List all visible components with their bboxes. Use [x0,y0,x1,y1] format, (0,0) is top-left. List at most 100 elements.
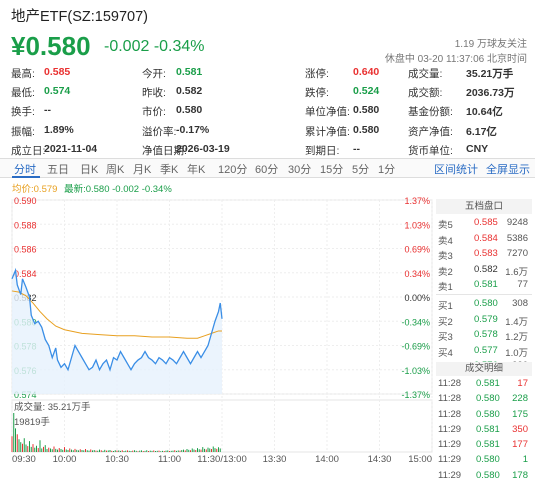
tab-period[interactable]: 1分 [378,164,396,176]
order-book-row: 卖5 0.585 9248 [436,215,532,231]
tick-time: 11:28 [438,393,462,405]
tick-price: 0.580 [476,393,500,405]
level-price: 0.578 [474,329,498,341]
tab-period[interactable]: 分时 [14,164,36,176]
tick-row: 11:28 0.580 175 [436,407,532,422]
stat-value: 0.580 [353,123,380,136]
tab-period[interactable]: 年K [187,164,206,176]
tick-row: 11:29 0.581 350 [436,422,532,437]
tick-price: 0.581 [476,439,500,451]
x-tick-label: 14:30 [368,454,392,465]
level-volume: 7270 [506,248,528,260]
stat-label: 涨停: [305,68,329,80]
tab-period[interactable]: 60分 [255,164,279,176]
stat-label: 单位净值: [305,106,350,119]
level-volume: 1.4万 [505,316,528,328]
trade-ticks: 11:28 0.581 17 11:28 0.580 228 11:28 0.580 175 11… [436,376,532,483]
stat-label: 累计净值: [305,125,350,138]
level-volume: 77 [517,279,528,291]
level-price: 0.585 [474,217,498,228]
tab-period[interactable]: 季K [160,164,179,176]
stat-value: -- [44,104,51,117]
book-divider [436,293,532,295]
tick-row: 11:28 0.580 228 [436,391,532,406]
tab-period[interactable]: 30分 [288,164,312,176]
tick-price: 0.580 [476,469,500,481]
current-price: ¥0.580 [11,31,91,61]
stat-value: -0.17% [176,123,210,136]
tick-volume: 175 [512,408,528,420]
follower-count[interactable]: 1.19 万球友关注 [454,39,527,50]
tick-price: 0.581 [476,378,500,389]
tab-period[interactable]: 5分 [352,164,370,176]
stat-value: 0.585 [44,66,71,78]
stat-value: 1.89% [44,123,74,136]
x-tick-label: 13:30 [263,454,287,465]
level-price: 0.580 [474,297,498,309]
level-price: 0.581 [474,279,498,291]
tab-period[interactable]: 五日 [47,164,69,176]
chart-legend: 均价:0.579 最新:0.580 -0.002 -0.34% [12,181,172,195]
stat-label: 最低: [11,87,35,100]
tick-row: 11:29 0.580 178 [436,468,532,483]
tick-time: 11:29 [438,454,462,466]
stat-value: 35.21万手 [466,68,514,80]
x-tick-label: 11:30/13:00 [197,454,246,465]
interval-stats-link[interactable]: 区间统计 [434,164,478,176]
tick-price: 0.581 [476,423,500,435]
stat-value: 6.17亿 [466,125,497,138]
y-tick-label: 0.588 [14,220,37,230]
ticks-title: 成交明细 [436,362,532,376]
x-tick-label: 10:00 [53,454,77,465]
stat-label: 成立日: [11,144,46,157]
pct-tick-label: -1.37% [401,390,430,400]
price-area [12,270,222,394]
y-tick-label: 0.584 [14,269,37,279]
tick-time: 11:29 [438,469,462,481]
y-tick-label: 0.582 [14,293,37,303]
fullscreen-link[interactable]: 全屏显示 [486,164,530,176]
level-volume: 308 [512,297,528,309]
tab-period[interactable]: 周K [106,164,125,176]
level-price: 0.579 [474,313,498,325]
market-status: 休盘中 03-20 11:37:06 北京时间 [384,54,527,65]
tick-volume: 178 [512,469,528,481]
level-label: 买1 [438,300,453,312]
volume-plot-frame [11,399,433,453]
order-book-row: 买4 0.577 1.0万 [436,343,532,359]
order-book-row: 买3 0.578 1.2万 [436,327,532,343]
pct-tick-label: 1.03% [404,220,430,230]
pct-tick-label: 0.69% [404,245,430,255]
level-volume: 5386 [506,232,528,244]
stat-label: 基金份额: [408,106,453,119]
order-book-row: 卖1 0.581 77 [436,277,532,293]
y-tick-label: 0.586 [14,245,37,255]
tick-time: 11:28 [438,378,462,389]
level-label: 买2 [438,316,453,328]
avg-price-line [11,290,222,339]
tab-period[interactable]: 月K [133,164,152,176]
avg-price-value: 0.579 [33,184,58,195]
stat-label: 资产净值: [408,125,453,138]
level-label: 卖2 [438,266,453,278]
level-price: 0.584 [474,232,498,244]
pct-tick-label: 0.34% [404,269,430,279]
tab-period[interactable]: 日K [80,164,99,176]
tick-price: 0.580 [476,454,500,466]
stat-label: 今开: [142,68,166,80]
avg-price-label: 均价: [12,184,34,195]
x-tick-label: 09:30 [12,454,36,465]
active-tab-indicator [12,176,40,178]
tab-period[interactable]: 15分 [320,164,344,176]
y-tick-label: 0.574 [14,390,37,400]
stat-value: 0.581 [176,66,203,78]
level-volume: 1.2万 [505,332,528,344]
stat-value: 0.574 [44,85,71,98]
pct-tick-label: -0.69% [401,342,430,352]
order-book-title: 五档盘口 [436,199,532,214]
stat-value: CNY [466,142,489,155]
level-volume: 1.0万 [505,347,528,359]
tab-period[interactable]: 120分 [218,164,248,176]
pct-tick-label: 1.37% [404,196,430,206]
stat-label: 市价: [142,106,166,119]
